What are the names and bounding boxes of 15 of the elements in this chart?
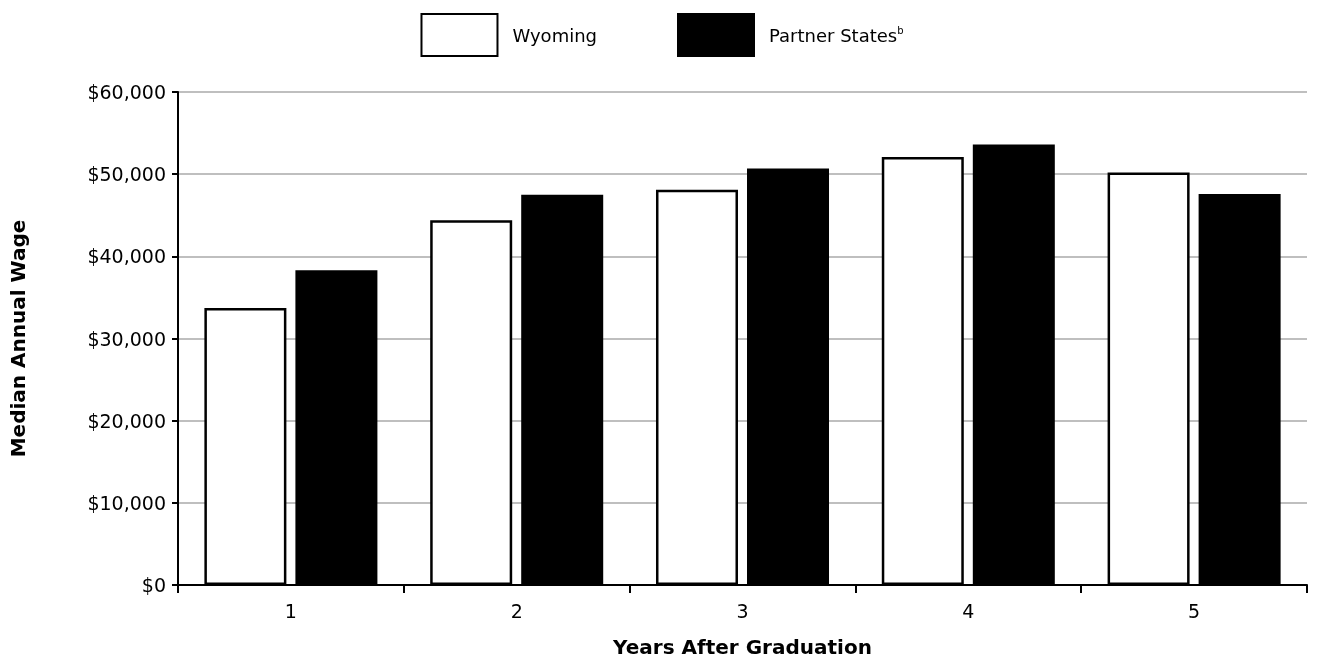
x-tick-label: 3 [736,599,749,622]
y-tick-label: $30,000 [87,327,166,350]
x-axis-title: Years After Graduation [612,635,872,659]
y-tick-label: $20,000 [87,409,166,432]
x-tick-label: 1 [284,599,297,622]
y-tick-label: $10,000 [87,491,166,514]
y-tick-label: $0 [141,574,166,596]
legend-label: Wyoming [512,24,597,46]
x-tick-label: 4 [962,599,975,622]
y-tick-label: $60,000 [87,81,166,103]
x-tick-label: 5 [1188,599,1201,622]
x-tick-label: 2 [510,599,523,622]
y-tick-label: $50,000 [87,163,166,186]
y-axis-title: Median Annual Wage [6,219,30,458]
y-tick-label: $40,000 [87,245,166,268]
